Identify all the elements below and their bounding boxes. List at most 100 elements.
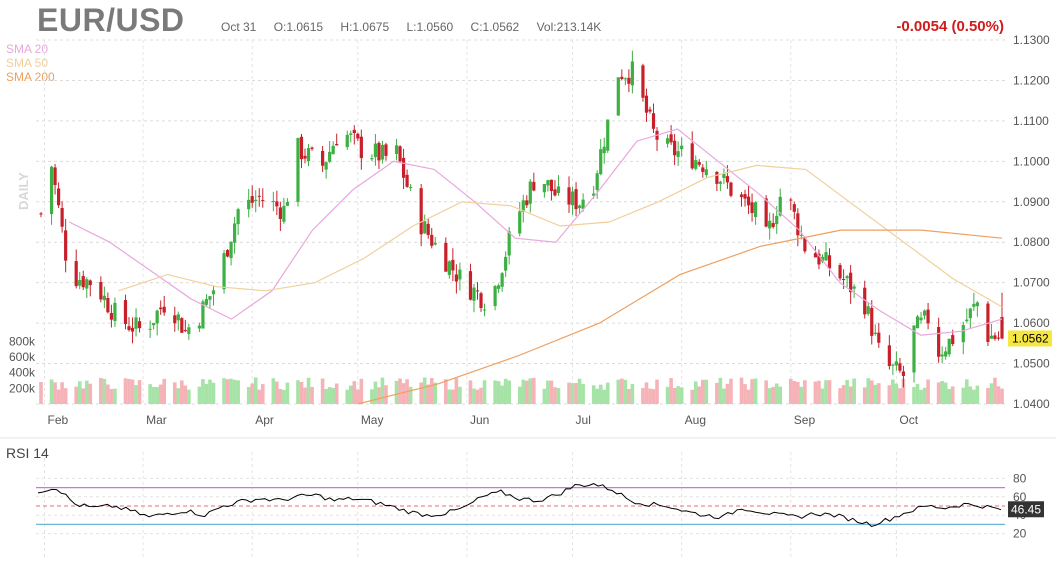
volume-bar [672,388,677,404]
candle-body [64,230,68,261]
candle-body [78,280,82,286]
volume-bar [285,382,290,404]
candle-body [475,290,480,292]
volume-bar [282,389,286,404]
candle-body [127,326,131,330]
open-readout: O:1.0615 [273,20,324,34]
volume-bar [722,388,726,404]
volume-bar [373,381,378,404]
candle-body [775,215,779,225]
volume-bar [444,379,448,404]
candle-body [817,253,821,265]
volume-bar [187,389,191,404]
volume-bar [838,388,842,404]
volume-readout: Vol:213.14K [536,20,602,34]
volume-bar [718,377,723,404]
volume-bar [655,379,659,404]
candle-body [690,143,694,169]
candle-body [718,181,722,184]
volume-bar [377,387,381,404]
candle-body [704,169,708,176]
candle-body [866,306,870,314]
candle-body [753,202,758,218]
volume-bar [679,387,684,404]
candle-body [106,298,110,313]
candle-body [792,204,796,212]
candle-body [870,307,874,336]
candle-body [278,207,282,220]
volume-bar [665,386,670,404]
candle-body [937,327,941,357]
candle-body [53,167,57,186]
volume-bar [778,386,783,404]
volume-bar [299,381,304,404]
volume-bar [869,380,874,404]
volume-bar [693,381,698,404]
month-label: Mar [146,413,167,427]
candle-body [225,250,230,257]
volume-bar [986,388,990,404]
volume-bar [155,387,159,404]
candle-body [113,302,117,322]
candle-body [60,208,64,227]
legend-sma-50: SMA 50 [6,56,49,70]
candle-body [109,313,114,320]
volume-bar [356,389,360,404]
candle-body [373,143,378,158]
candle-body [947,338,951,355]
candle-body [285,201,290,206]
candle-body [553,189,557,196]
candle-body [877,332,881,343]
candle-body [789,199,793,201]
candle-body [528,181,532,204]
price-tick-label: 1.0900 [1013,195,1050,209]
candle-body [577,205,582,209]
volume-bar [644,382,649,404]
candle-body [398,146,402,162]
volume-bar [725,383,730,404]
volume-bar [53,382,57,404]
volume-bar [130,379,135,404]
price-tick-label: 1.0500 [1013,357,1050,371]
volume-bar [767,388,772,404]
volume-bar [553,387,557,404]
candle-body [310,147,314,149]
volume-tick-label: 200k [9,381,36,395]
candle-body [99,282,103,300]
candle-body [236,209,240,225]
candle-body [282,206,286,222]
candle-body [204,299,209,305]
candle-body [894,361,898,366]
candle-body [183,330,187,332]
volume-bar [278,388,283,404]
volume-bar [943,382,948,404]
candle-body [725,176,730,183]
candle-body [331,145,335,155]
candle-body [630,61,634,86]
volume-bar [704,379,709,404]
volume-bar [60,382,64,404]
volume-bar [627,389,631,404]
candle-body [989,335,994,339]
volume-bar [503,378,508,404]
volume-bar [257,389,262,404]
candle-body [271,200,275,202]
volume-bar [676,386,680,404]
last-price-label: 1.0562 [1012,331,1049,345]
candle-body [444,242,448,272]
candle-body [229,241,233,259]
candle-body [574,189,578,210]
candle-body [518,211,522,234]
volume-bar [796,381,800,404]
volume-bar [211,382,216,404]
volume-bar [922,387,927,404]
volume-bar [49,379,54,404]
volume-bar [222,378,226,404]
volume-bar [989,383,994,404]
volume-bar [334,383,339,404]
candle-body [176,314,180,321]
candle-body [849,272,853,293]
candle-body [335,143,339,146]
candle-body [102,295,106,301]
price-tick-label: 1.0700 [1013,276,1050,290]
